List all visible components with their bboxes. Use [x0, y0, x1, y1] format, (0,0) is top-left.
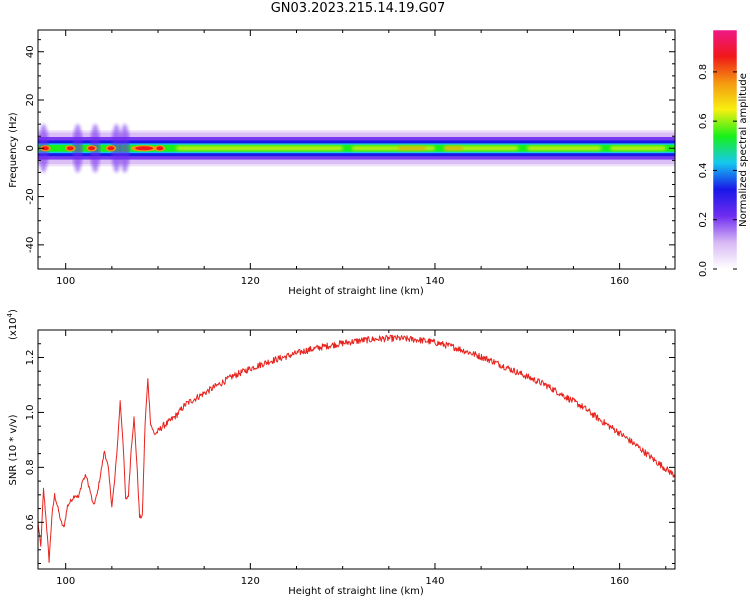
spectrogram-spike [119, 123, 130, 173]
snr-series-line [38, 334, 675, 563]
snr-y-tick-label: 1.0 [25, 404, 36, 420]
snr-panel: 100 120 140 160 0.6 0.8 1.0 1.2 Height of stra… [6, 309, 676, 597]
spectrogram-heatmap [38, 123, 675, 173]
spectrogram-hotspot [107, 146, 115, 151]
snr-x-tick-label: 100 [56, 576, 75, 587]
snr-y-multiplier: (x104) [6, 309, 19, 340]
spectrogram-y-tick-label: 20 [25, 94, 36, 107]
colorbar-gradient [713, 30, 737, 269]
spectrogram-x-tick-label: 160 [610, 276, 629, 287]
spectrogram-yellow-streak [610, 146, 666, 150]
spectrogram-hotspot [156, 146, 164, 151]
spectrogram-spike [111, 123, 122, 173]
colorbar: 0.0 0.2 0.4 0.6 0.8 Normalized spectral ampl… [698, 29, 749, 277]
snr-y-tick-label: 0.8 [25, 459, 36, 475]
spectrogram-hotspot [88, 146, 96, 151]
spectrogram-spike [72, 123, 83, 173]
snr-x-tick-label: 160 [610, 576, 629, 587]
spectrogram-x-tick-label: 100 [56, 276, 75, 287]
spectrogram-hotspot [66, 146, 74, 151]
spectrogram-yellow-streak [527, 146, 602, 150]
spectrogram-hotspot [41, 146, 49, 151]
spectrogram-x-label: Height of straight line (km) [288, 286, 424, 297]
colorbar-tick-label: 0.0 [698, 261, 709, 277]
spectrogram-yellow-streak [444, 146, 519, 150]
snr-x-axis: 100 120 140 160 [56, 330, 667, 587]
colorbar-label: Normalized spectral amplitude [738, 73, 749, 227]
colorbar-tick-label: 0.2 [698, 212, 709, 228]
colorbar-tick-label: 0.4 [698, 162, 709, 178]
colorbar-tick-label: 0.8 [698, 64, 709, 80]
snr-y-label: SNR (10 * v/v) [8, 414, 19, 485]
spectrogram-x-axis: 100 120 140 160 [56, 30, 667, 287]
snr-frame [37, 329, 676, 570]
snr-y-tick-label: 1.2 [25, 350, 36, 366]
spectrogram-orange-streak [398, 147, 426, 150]
chart-title: GN03.2023.215.14.19.G07 [270, 1, 446, 16]
spectrogram-y-tick-label: -20 [25, 188, 36, 204]
spectrogram-y-label: Frequency (Hz) [8, 112, 19, 188]
snr-y-axis: 0.6 0.8 1.0 1.2 [25, 343, 675, 565]
spectrogram-y-tick-label: 40 [25, 45, 36, 58]
spectrogram-y-axis: -40 -20 0 20 40 [25, 39, 675, 258]
spectrogram-yellow-streak [176, 146, 343, 150]
snr-x-tick-label: 120 [241, 576, 260, 587]
colorbar-frame [712, 29, 738, 270]
spectrogram-hotspot [135, 146, 154, 151]
snr-y-tick-label: 0.6 [25, 514, 36, 530]
spectrogram-frame [37, 29, 676, 270]
spectrogram-orange-streak [444, 147, 463, 150]
spectrogram-x-tick-label: 120 [241, 276, 260, 287]
snr-x-label: Height of straight line (km) [288, 586, 424, 597]
spectrogram-panel: 100 120 140 160 -40 -20 0 20 40 Height of strai… [8, 29, 676, 297]
spectrogram-x-tick-label: 140 [425, 276, 444, 287]
snr-x-tick-label: 140 [425, 576, 444, 587]
spectrogram-y-tick-label: -40 [25, 237, 36, 253]
colorbar-axis: 0.0 0.2 0.4 0.6 0.8 [698, 64, 737, 277]
colorbar-tick-label: 0.6 [698, 113, 709, 129]
spectrogram-y-tick-label: 0 [25, 145, 36, 151]
